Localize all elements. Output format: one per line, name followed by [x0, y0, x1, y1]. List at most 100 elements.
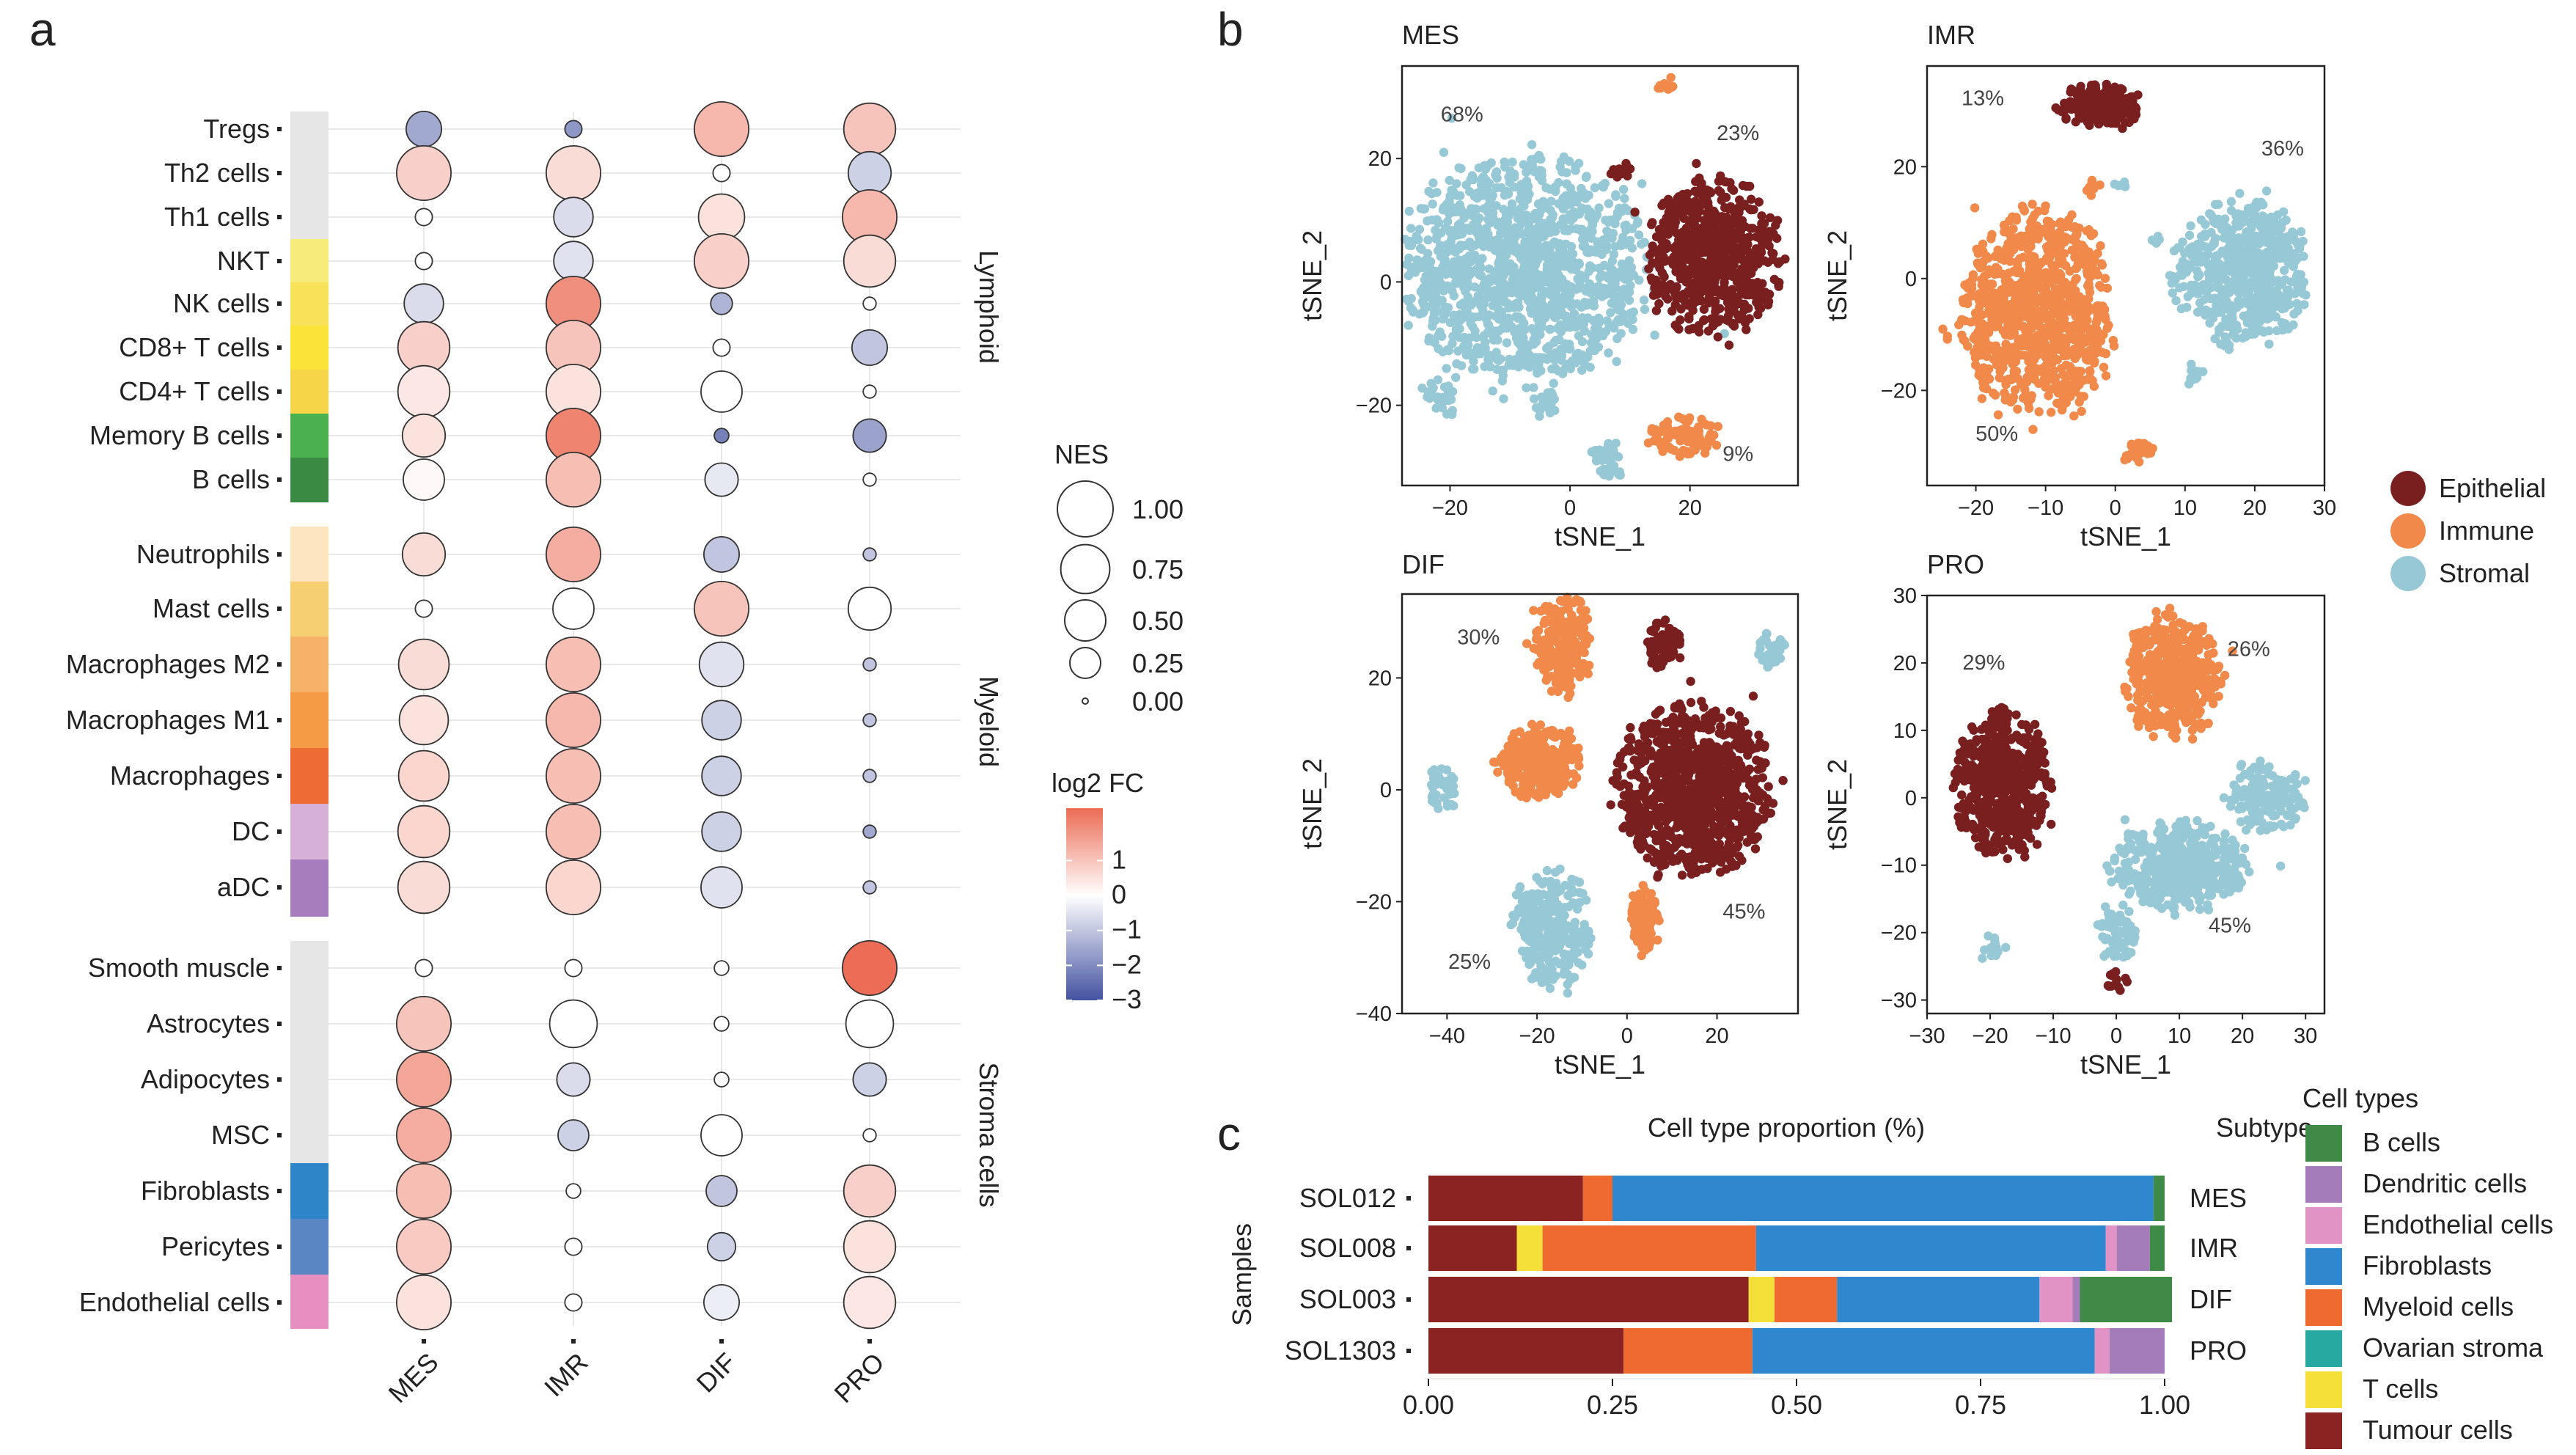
point [1501, 260, 1511, 270]
point [1578, 283, 1588, 293]
y-tick-label: −20 [1356, 395, 1392, 418]
point [1482, 283, 1492, 293]
point [2275, 280, 2284, 290]
point [1434, 329, 1444, 339]
point [1639, 296, 1649, 305]
point [1703, 202, 1713, 211]
point [1486, 241, 1495, 251]
bubble [396, 144, 452, 201]
point [1420, 204, 1430, 213]
bubble [862, 880, 877, 895]
y-tick-label: 20 [1893, 155, 1917, 179]
point [2052, 398, 2062, 408]
point [1744, 232, 1753, 243]
point [1423, 216, 1432, 226]
point [2006, 331, 2015, 340]
point [2226, 205, 2236, 216]
point [2245, 208, 2255, 218]
point [1760, 803, 1770, 813]
point [1414, 224, 1425, 234]
point [1673, 249, 1683, 258]
y-tick-mark [277, 606, 282, 611]
point [1434, 218, 1443, 228]
point [1420, 275, 1430, 285]
point [2069, 86, 2078, 95]
plot-title: DIF [1402, 549, 1445, 579]
bubble [397, 805, 451, 859]
point [1771, 221, 1780, 230]
point [2296, 227, 2306, 237]
point [1533, 241, 1544, 251]
point [1519, 333, 1528, 342]
category-color-swatch [290, 692, 329, 748]
point [1474, 232, 1484, 241]
point [1431, 293, 1441, 302]
bubble [565, 1183, 581, 1199]
x-axis-label: tSNE_1 [2080, 521, 2171, 551]
point [1611, 191, 1621, 201]
percent-annotation: 50% [1975, 422, 2018, 446]
point [2069, 411, 2079, 421]
point [1629, 271, 1639, 280]
point [2063, 322, 2074, 331]
point [1740, 277, 1750, 287]
point [2151, 235, 2162, 244]
point [2010, 385, 2020, 395]
x-tick-label: 0 [1564, 496, 1576, 520]
point [1654, 438, 1664, 447]
point [2213, 307, 2223, 318]
point [1736, 202, 1746, 212]
bubble [852, 1062, 887, 1097]
point [1599, 241, 1609, 250]
point [2041, 382, 2050, 392]
point [1430, 338, 1439, 348]
point [1999, 293, 2008, 303]
point [1659, 257, 1670, 266]
point [1577, 313, 1588, 323]
category-color-swatch [290, 527, 329, 582]
point [1757, 211, 1766, 221]
point [1686, 207, 1695, 216]
point [2061, 114, 2071, 124]
point [2014, 318, 2023, 329]
point [1464, 251, 1474, 261]
point [1654, 298, 1664, 309]
point [2168, 271, 2178, 282]
point [2234, 221, 2244, 231]
point [2212, 255, 2221, 265]
bubble [843, 102, 897, 156]
point [1491, 170, 1500, 180]
point [2063, 101, 2073, 111]
y-tick-mark [277, 477, 282, 482]
point [1418, 308, 1428, 318]
y-tick-mark [277, 1189, 282, 1193]
category-color-swatch [290, 748, 329, 804]
point [1699, 273, 1709, 282]
point [2017, 239, 2027, 249]
point [1728, 186, 1739, 195]
bubble [713, 1071, 730, 1088]
bubble [553, 241, 594, 282]
point [1574, 273, 1584, 283]
point [2102, 87, 2111, 96]
point [1541, 252, 1551, 262]
point [1584, 191, 1593, 200]
point [1499, 394, 1508, 403]
point [1404, 206, 1414, 216]
category-color-swatch [290, 941, 329, 996]
category-color-swatch [290, 195, 329, 239]
row-label: Fibroblasts [141, 1176, 270, 1206]
point [1428, 299, 1438, 309]
point [1720, 203, 1730, 213]
point [2255, 236, 2264, 246]
point [1594, 318, 1604, 328]
point [2225, 301, 2235, 310]
point [1714, 260, 1723, 269]
point [2047, 408, 2056, 417]
bubble [713, 1016, 730, 1032]
point [2004, 268, 2014, 278]
point [1977, 274, 1986, 285]
point [2239, 311, 2248, 321]
point [2061, 339, 2071, 349]
category-color-swatch [290, 1219, 329, 1275]
